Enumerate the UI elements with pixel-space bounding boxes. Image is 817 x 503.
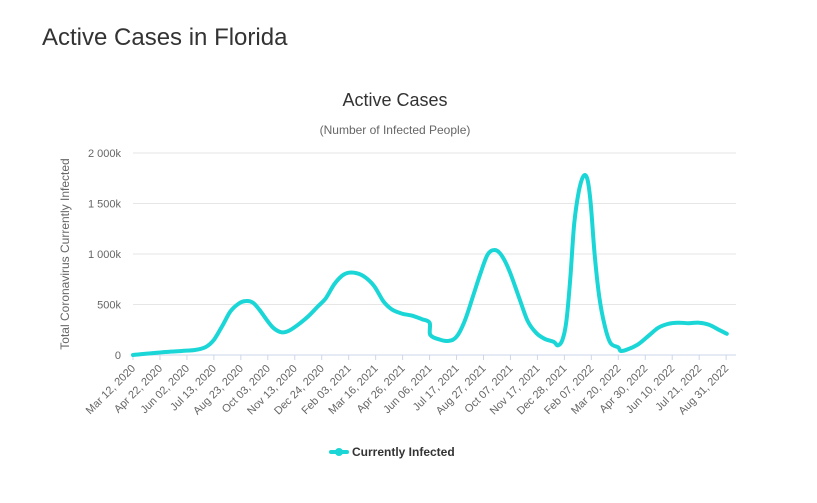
series-line-currently-infected [131, 173, 729, 357]
chart-subtitle: (Number of Infected People) [320, 123, 471, 137]
y-tick-label: 0 [115, 350, 121, 362]
y-axis-label: Total Coronavirus Currently Infected [58, 158, 72, 349]
legend-swatch-marker [335, 448, 343, 456]
y-tick-label: 500k [97, 300, 121, 312]
grid-lines [132, 152, 736, 360]
page-title: Active Cases in Florida [42, 24, 288, 51]
series-layer [131, 173, 729, 357]
y-tick-label: 2 000k [88, 148, 122, 160]
y-tick-label: 1 000k [88, 249, 122, 261]
chart-title: Active Cases [342, 90, 447, 110]
legend-label[interactable]: Currently Infected [352, 445, 455, 459]
legend[interactable]: Currently Infected [329, 445, 455, 459]
y-tick-labels: 0 500k 1 000k 1 500k 2 000k [88, 148, 122, 362]
y-tick-label: 1 500k [88, 199, 122, 211]
